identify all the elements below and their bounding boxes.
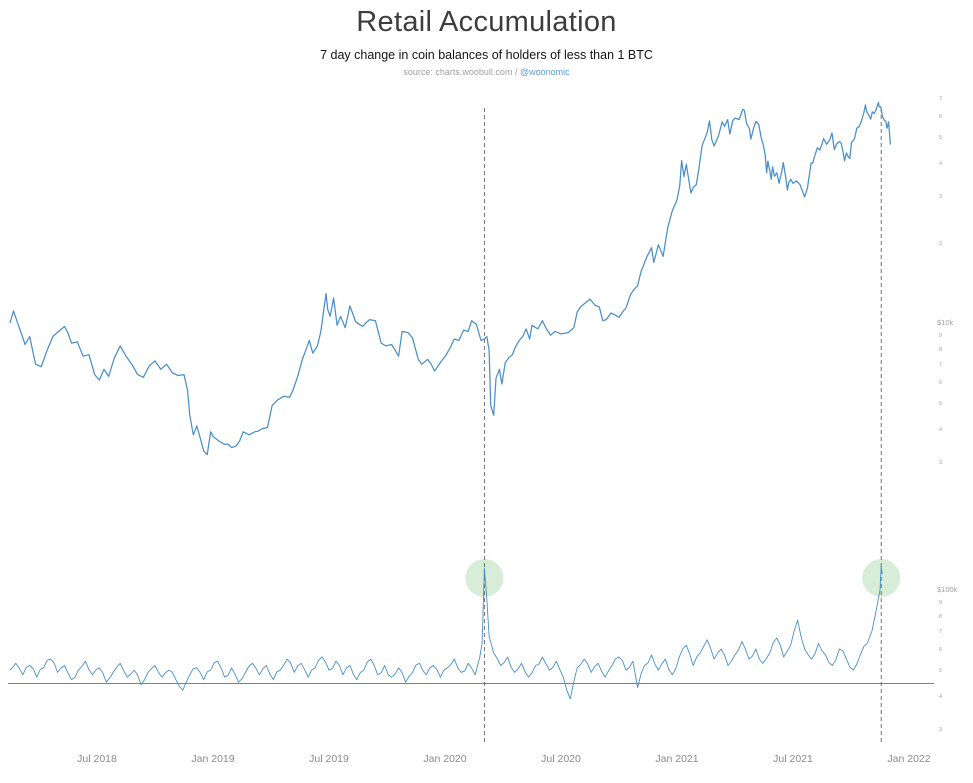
source-prefix: source: charts.woobull.com /: [403, 67, 520, 77]
x-axis-tick-label: Jan 2022: [887, 753, 930, 765]
axis-tick-label: 5: [939, 401, 942, 407]
axis-tick-label: 6: [939, 647, 942, 653]
price-series-line: [9, 101, 892, 456]
axis-tick-label: 9: [939, 333, 942, 339]
x-axis-labels: Jul 2018 Jan 2019 Jul 2019 Jan 2020 Jul 2020…: [77, 753, 931, 765]
page-title: Retail Accumulation: [356, 6, 617, 38]
event-highlights: [465, 559, 901, 597]
x-axis-tick-label: Jul 2018: [77, 753, 117, 765]
axis-tick-label: 8: [939, 347, 942, 353]
x-axis-tick-label: Jan 2019: [191, 753, 234, 765]
x-axis-tick-label: Jul 2019: [309, 753, 349, 765]
axis-tick-label: 4: [939, 694, 942, 700]
axis-tick-label: 2: [939, 241, 942, 247]
source-line: source: charts.woobull.com / @woonomic: [0, 67, 973, 77]
axis-tick-label: 9: [939, 600, 942, 606]
axis-tick-label: $10k: [937, 318, 954, 327]
axis-tick-label: 3: [939, 460, 942, 466]
axis-tick-label: 8: [939, 614, 942, 620]
axis-tick-label: 7: [939, 629, 942, 635]
woonomic-link[interactable]: @woonomic: [519, 67, 570, 77]
x-axis-tick-label: Jul 2020: [541, 753, 581, 765]
axis-tick-label: 3: [939, 194, 942, 200]
axis-tick-label: 5: [939, 668, 942, 674]
axis-tick-label: 5: [939, 135, 942, 141]
x-axis-tick-label: Jul 2021: [773, 753, 813, 765]
axis-tick-label: 7: [939, 362, 942, 368]
right-axis-labels-accumulation: $100k 9 8 7 6 5 4 3: [937, 585, 958, 733]
axis-tick-label: 3: [939, 727, 942, 733]
chart-subtitle: 7 day change in coin balances of holders…: [320, 48, 653, 62]
axis-tick-label: 6: [939, 380, 942, 386]
axis-tick-label: $100k: [937, 585, 958, 594]
x-axis-tick-label: Jan 2020: [423, 753, 466, 765]
axis-tick-label: 4: [939, 427, 942, 433]
right-axis-labels-price: 7 6 5 4 3 2 $10k 9 8 7 6 5 4 3: [937, 96, 954, 466]
axis-tick-label: 7: [939, 96, 942, 102]
axis-tick-label: 6: [939, 114, 942, 120]
x-axis-tick-label: Jan 2021: [655, 753, 698, 765]
axis-tick-label: 4: [939, 161, 942, 167]
event-dashed-lines: [483, 108, 882, 745]
chart-header: Retail Accumulation 7 day change in coin…: [0, 6, 973, 77]
accumulation-series-line: [9, 565, 883, 700]
